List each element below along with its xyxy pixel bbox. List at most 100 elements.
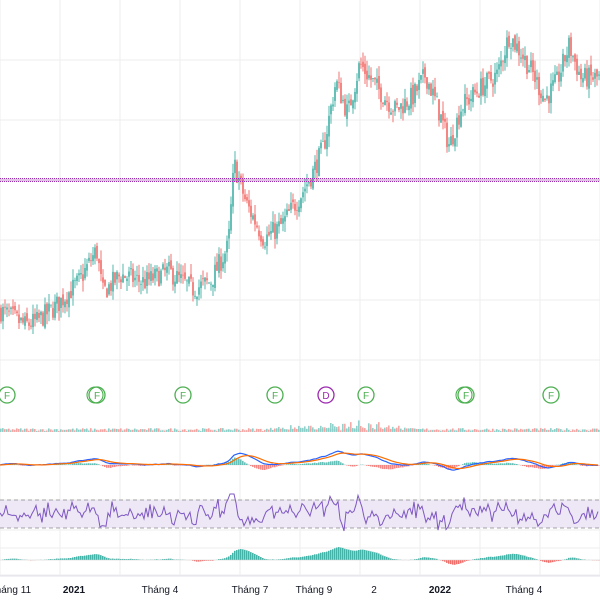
candle-body	[108, 284, 109, 294]
volume-bar	[120, 428, 122, 432]
macd-histogram-bar	[502, 463, 504, 465]
candle-body	[384, 100, 385, 105]
momentum-bar	[492, 557, 494, 560]
macd-histogram-bar	[382, 465, 384, 469]
volume-bar	[532, 429, 534, 432]
candle-body	[572, 56, 573, 57]
candle-body	[132, 269, 133, 282]
volume-bar	[282, 428, 284, 432]
macd-histogram-bar	[110, 465, 112, 468]
momentum-bar	[348, 550, 350, 560]
volume-bar	[182, 430, 184, 432]
volume-bar	[538, 430, 540, 432]
momentum-bar	[488, 557, 490, 560]
volume-bar	[432, 430, 434, 432]
volume-bar	[572, 430, 574, 432]
signal-line	[0, 453, 598, 468]
volume-bar	[186, 431, 188, 432]
candle-body	[296, 210, 297, 211]
volume-bar	[556, 428, 558, 432]
volume-bar	[14, 430, 16, 432]
candle-body	[134, 278, 135, 281]
volume-bar	[564, 430, 566, 432]
candle-body	[234, 160, 235, 173]
macd-histogram-bar	[118, 465, 120, 466]
macd-histogram-bar	[314, 463, 316, 465]
momentum-bar	[296, 557, 298, 560]
momentum-bar	[256, 555, 258, 560]
macd-histogram-bar	[456, 465, 458, 467]
candle-body	[574, 54, 575, 61]
candle-body	[56, 297, 57, 304]
volume-bar	[370, 424, 372, 432]
momentum-bar	[486, 557, 488, 560]
candle-body	[544, 99, 545, 100]
volume-bar	[554, 429, 556, 432]
candle-body	[122, 274, 123, 282]
momentum-bar	[500, 556, 502, 560]
macd-histogram-bar	[582, 465, 584, 466]
volume-bar	[568, 430, 570, 432]
volume-bar	[248, 428, 250, 432]
momentum-bar	[228, 556, 230, 560]
candle-body	[298, 207, 299, 212]
macd-histogram-bar	[380, 465, 382, 469]
volume-bar	[380, 428, 382, 432]
momentum-bar	[498, 556, 500, 560]
momentum-bar	[568, 558, 570, 560]
volume-bar	[344, 424, 346, 432]
macd-histogram-bar	[266, 465, 268, 469]
candle-body	[470, 99, 471, 101]
volume-bar	[198, 430, 200, 432]
candle-body	[382, 103, 383, 104]
volume-bar	[30, 429, 32, 432]
volume-bar	[200, 431, 202, 432]
volume-bar	[582, 429, 584, 432]
macd-histogram-bar	[330, 461, 332, 465]
candle-body	[414, 84, 415, 103]
volume-bar	[170, 428, 172, 432]
volume-bar	[26, 429, 28, 432]
candle-body	[326, 134, 327, 149]
time-axis-label: Tháng 4	[506, 585, 543, 596]
candle-body	[124, 276, 125, 278]
candle-body	[60, 298, 61, 308]
volume-bar	[172, 431, 174, 432]
macd-histogram-bar	[270, 465, 272, 468]
candle-body	[508, 36, 509, 47]
momentum-bar	[358, 550, 360, 560]
momentum-bar	[342, 548, 344, 560]
volume-bar	[292, 429, 294, 432]
volume-bar	[372, 428, 374, 432]
volume-bar	[552, 430, 554, 432]
candle-body	[354, 92, 355, 102]
volume-bar	[348, 427, 350, 432]
candle-body	[564, 55, 565, 61]
candle-body	[98, 259, 99, 263]
macd-histogram-bar	[86, 463, 88, 465]
candle-body	[396, 103, 397, 105]
volume-bar	[10, 430, 12, 432]
volume-bar	[156, 428, 158, 432]
macd-histogram-bar	[122, 465, 124, 466]
volume-bar	[36, 431, 38, 432]
volume-bar	[362, 427, 364, 432]
candle-body	[166, 267, 167, 273]
macd-histogram-bar	[526, 465, 528, 467]
volume-bar	[100, 429, 102, 432]
candle-body	[92, 255, 93, 261]
volume-bar	[260, 429, 262, 432]
event-label: F	[363, 391, 369, 402]
volume-bar	[354, 428, 356, 432]
candle-body	[422, 69, 423, 74]
candle-body	[198, 287, 199, 294]
macd-histogram-bar	[428, 464, 430, 465]
candle-body	[502, 61, 503, 62]
candle-body	[20, 318, 21, 321]
volume-bar	[56, 429, 58, 432]
momentum-bar	[368, 551, 370, 560]
candle-body	[524, 56, 525, 60]
